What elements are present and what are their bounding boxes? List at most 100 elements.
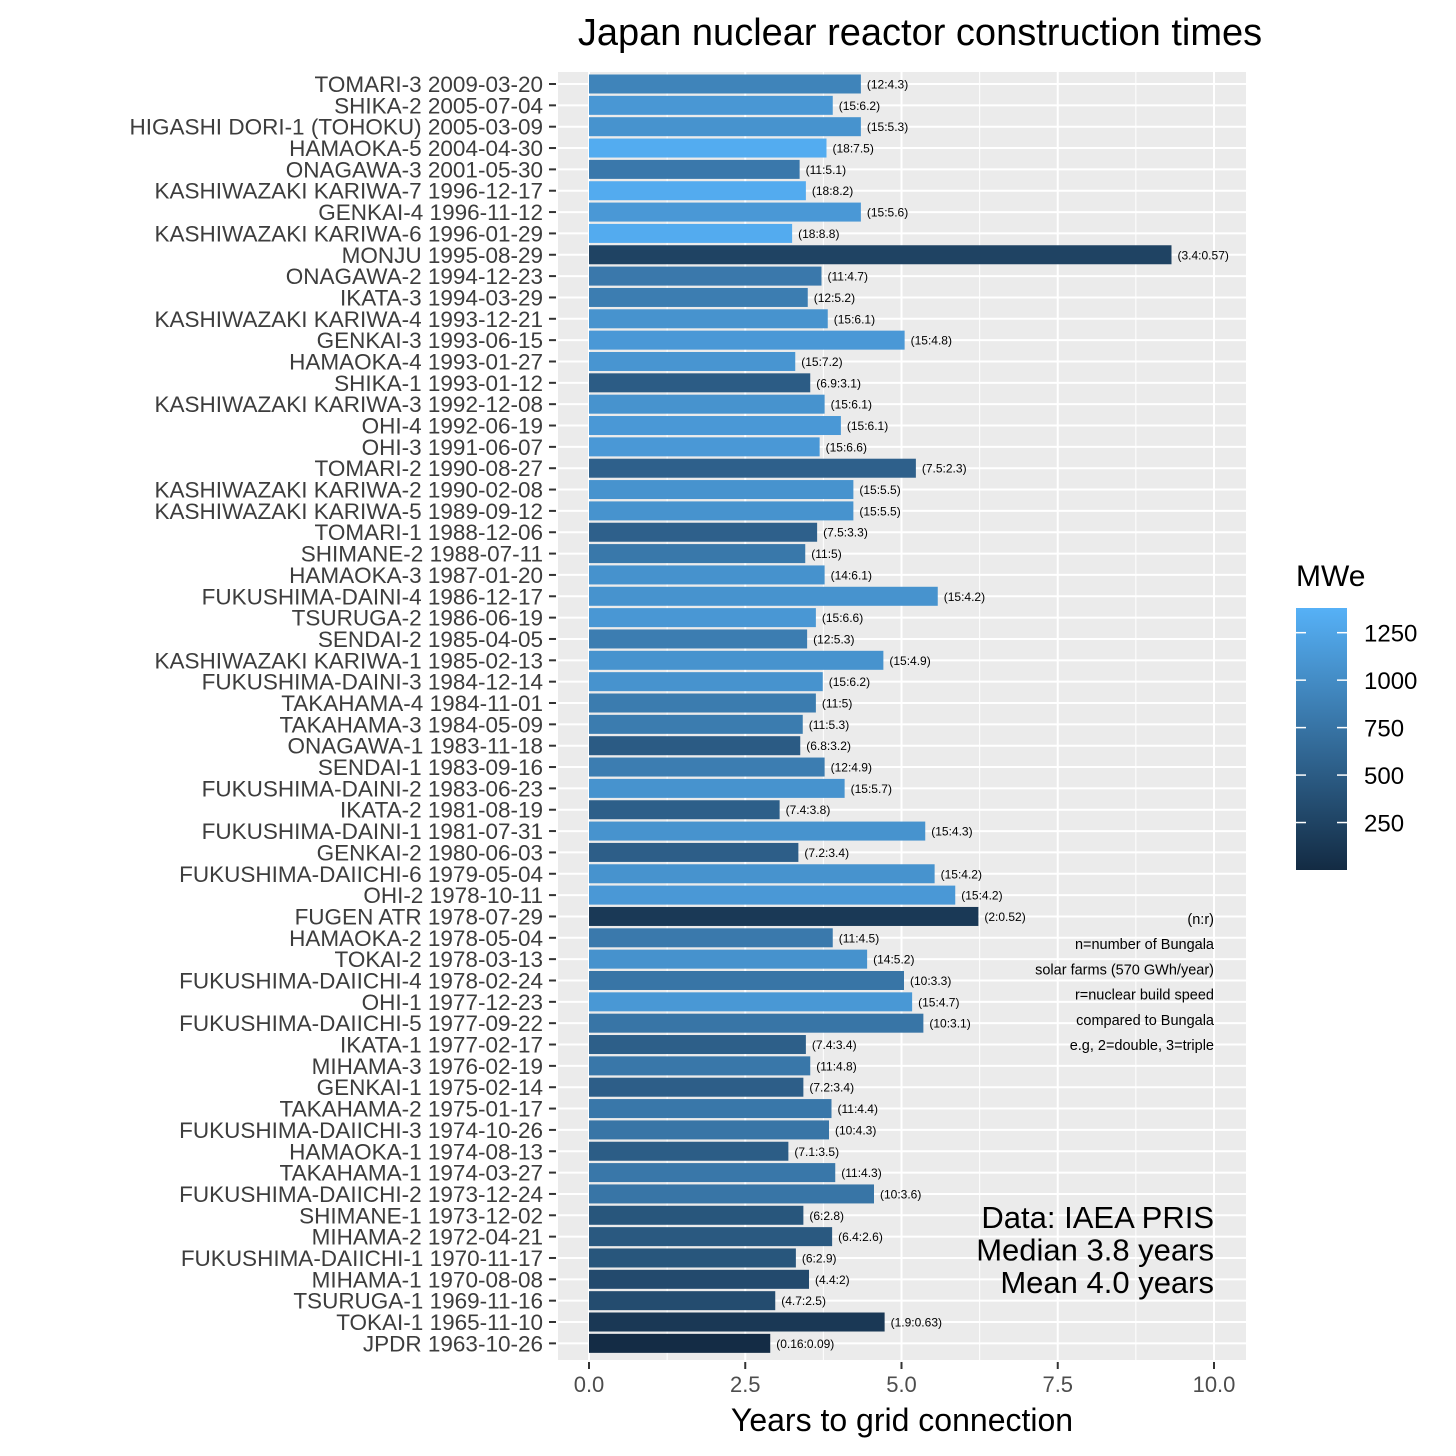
y-tick-label: KASHIWAZAKI KARIWA-1 1985-02-13 [155,648,543,673]
legend-tick-label: 1250 [1364,621,1417,648]
y-tick-label: TOMARI-1 1988-12-06 [315,520,543,545]
y-tick-label: HIGASHI DORI-1 (TOHOKU) 2005-03-09 [130,115,543,140]
x-tick-label: 5.0 [886,1372,917,1397]
y-tick-label: FUKUSHIMA-DAIICHI-1 1970-11-17 [181,1246,543,1271]
y-tick-label: MIHAMA-3 1976-02-19 [312,1054,543,1079]
bar-annotation: (15:6.6) [822,611,863,625]
y-tick-label: TSURUGA-2 1986-06-19 [292,606,543,631]
bar [589,1013,924,1033]
y-tick-label: KASHIWAZAKI KARIWA-7 1996-12-17 [155,179,543,204]
y-tick-label: KASHIWAZAKI KARIWA-5 1989-09-12 [155,499,543,524]
bar [589,309,828,329]
bar-annotation: (10:3.6) [880,1187,921,1201]
bar [589,842,799,862]
bar-annotation: (15:4.2) [941,867,982,881]
legend-tick-label: 1000 [1364,668,1417,695]
y-tick-label: TAKAHAMA-1 1974-03-27 [280,1161,543,1186]
bar [589,629,808,649]
bar [589,351,796,371]
annotation-note: (n:r) n=number of Bungala solar farms (570… [1035,912,1215,1054]
x-tick-label: 0.0 [574,1372,605,1397]
y-tick-label: TOMARI-2 1990-08-27 [315,456,543,481]
bar-annotation: (7.1:3.5) [794,1145,839,1159]
bar-annotation: (15:4.7) [918,995,959,1009]
legend-title: MWe [1296,560,1365,593]
bar [589,223,793,243]
bar [589,906,979,926]
bar-annotation: (11:4.5) [839,931,879,945]
y-tick-label: FUKUSHIMA-DAINI-1 1981-07-31 [202,819,543,844]
bar [589,266,822,286]
y-tick-label: SHIKA-1 1993-01-12 [334,371,543,396]
bar [589,565,825,585]
bar [589,992,913,1012]
y-tick-label: OHI-2 1978-10-11 [363,883,543,908]
bar-annotation: (1.9:0.63) [891,1316,942,1330]
bar [589,800,780,820]
bar [589,501,854,521]
note-line: r=nuclear build speed [1075,988,1214,1004]
bar-annotation: (11:4.8) [816,1059,856,1073]
bar-annotation: (15:5.3) [867,120,908,134]
bar [589,1120,829,1140]
x-axis: 0.0 2.5 5.0 7.5 10.0 [574,1362,1236,1397]
bar-annotation: (15:5.7) [851,782,892,796]
y-tick-label: KASHIWAZAKI KARIWA-4 1993-12-21 [155,307,543,332]
bar-annotation: (11:4.3) [841,1166,881,1180]
bar [589,586,938,606]
bar-series: (12:4.3) (15:6.2) (15:5.3) (18:7.5) (11:5.1)… [589,74,1229,1353]
bar [589,330,905,350]
bar [589,181,806,201]
legend-colorbar [1296,608,1347,870]
bar-annotation: (10:3.1) [929,1017,970,1031]
y-tick-label: OHI-3 1991-06-07 [362,435,543,460]
bar [589,138,827,158]
bar [589,1312,885,1332]
bar-annotation: (11:5.1) [806,163,846,177]
bar-annotation: (15:4.2) [944,590,985,604]
bar [589,287,808,307]
bar [589,1099,832,1119]
bar-annotation: (15:6.6) [826,440,867,454]
legend-tick-label: 750 [1364,716,1404,743]
bar-annotation: (10:3.3) [910,974,951,988]
bar [589,394,825,414]
y-tick-label: FUKUSHIMA-DAINI-4 1986-12-17 [202,584,543,609]
bar [589,693,816,713]
y-tick-label: HAMAOKA-3 1987-01-20 [289,563,543,588]
bar-annotation: (0.16:0.09) [776,1337,834,1351]
bar-annotation: (7.2:3.4) [804,846,849,860]
bar [589,736,801,756]
bar-annotation: (14:5.2) [873,953,914,967]
bar-annotation: (18:8.8) [798,227,839,241]
y-tick-label: ONAGAWA-2 1994-12-23 [286,264,543,289]
bar-annotation: (15:4.9) [889,654,930,668]
y-tick-label: GENKAI-1 1975-02-14 [317,1075,543,1100]
stats-line: Mean 4.0 years [1000,1265,1214,1300]
bar [589,1291,776,1311]
bar-annotation: (2:0.52) [984,910,1025,924]
bar-annotation: (15:5.5) [859,504,900,518]
bar [589,159,800,179]
legend-ticks: 1250 1000 750 500 250 [1296,621,1417,838]
bar-annotation: (6.9:3.1) [816,376,861,390]
bar [589,522,818,542]
y-tick-label: HAMAOKA-5 2004-04-30 [289,136,543,161]
y-tick-label: IKATA-2 1981-08-19 [340,798,543,823]
bar-annotation: (7.2:3.4) [809,1081,854,1095]
bar [589,970,904,990]
bar [589,864,935,884]
bar-annotation: (4.4:2) [815,1273,850,1287]
y-tick-label: IKATA-1 1977-02-17 [340,1033,543,1058]
legend-tick-label: 500 [1364,763,1404,790]
y-tick-label: TAKAHAMA-4 1984-11-01 [281,691,543,716]
x-tick-label: 10.0 [1193,1372,1236,1397]
y-tick-label: KASHIWAZAKI KARIWA-6 1996-01-29 [155,221,543,246]
y-tick-label: HAMAOKA-2 1978-05-04 [289,926,543,951]
bar-annotation: (12:5.3) [813,632,854,646]
bar-annotation: (15:5.6) [867,206,908,220]
bar-annotation: (6:2.9) [802,1251,837,1265]
y-tick-label: FUKUSHIMA-DAIICHI-2 1973-12-24 [179,1182,543,1207]
bar [589,202,861,222]
